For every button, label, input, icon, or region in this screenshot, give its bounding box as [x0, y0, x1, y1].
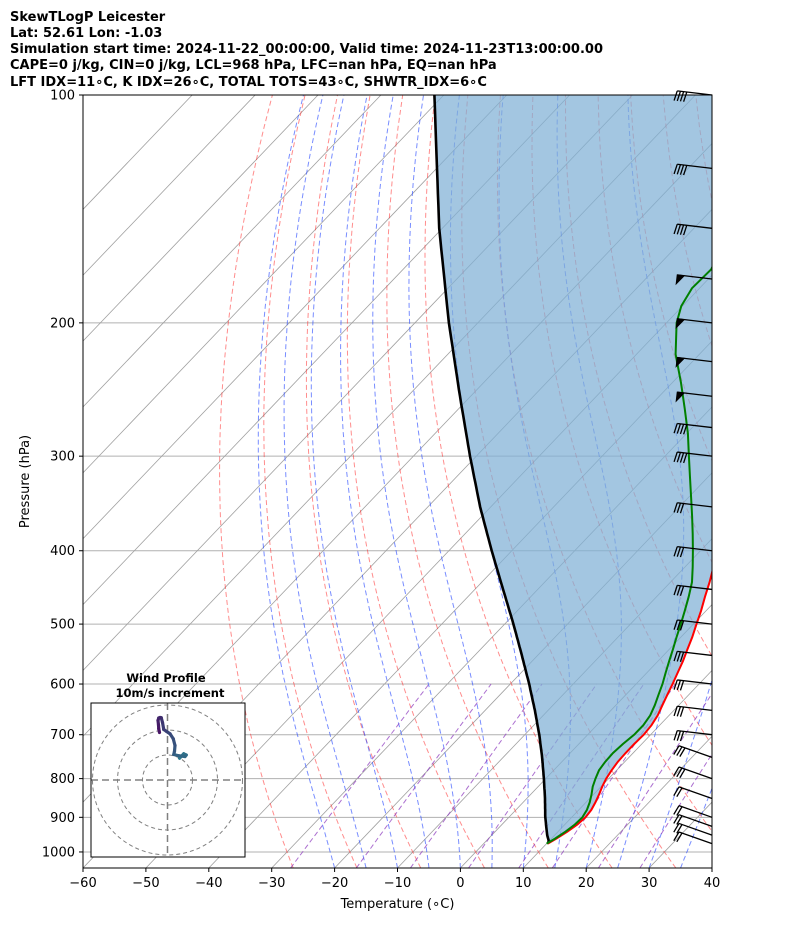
y-tick-label: 1000 — [42, 845, 75, 860]
moist-adiabat-line — [711, 866, 712, 868]
x-tick-label: −50 — [132, 876, 159, 891]
y-tick-label: 600 — [50, 678, 75, 693]
x-axis-label: Temperature (∘C) — [340, 897, 455, 912]
wind-barb — [673, 766, 713, 780]
cape-fill-area — [434, 95, 712, 844]
isotherm-line — [397, 538, 712, 868]
isotherm-line — [585, 735, 712, 868]
isotherm-line — [83, 95, 445, 474]
dry-adiabat-line — [219, 95, 294, 868]
isotherm-line — [523, 669, 712, 868]
wind-barb-column — [673, 90, 713, 845]
wind-barb — [673, 163, 713, 176]
x-tick-label: 0 — [456, 876, 464, 891]
hodograph-subtitle: 10m/s increment — [116, 686, 225, 700]
dry-adiabat-line — [346, 95, 485, 868]
dry-adiabat-line — [728, 95, 794, 868]
profile-layer — [433, 95, 712, 845]
dry-adiabat-line — [263, 95, 358, 868]
wind-barb — [673, 745, 713, 758]
wind-barb — [673, 584, 713, 597]
wind-barb — [673, 705, 713, 717]
hodograph-frame — [90, 702, 246, 858]
moist-adiabat-line — [372, 95, 461, 868]
x-tick-label: −10 — [384, 876, 411, 891]
dry-adiabat-line — [761, 95, 794, 868]
header-line-location: Lat: 52.61 Lon: -1.03 — [10, 26, 162, 41]
isotherm-line — [711, 867, 712, 868]
hodograph-inset: Wind Profile 10m/s increment — [90, 671, 246, 858]
y-tick-label: 900 — [50, 811, 75, 826]
x-tick-label: 10 — [515, 876, 532, 891]
hodograph-trace — [156, 715, 188, 760]
header-line-indices: LFT IDX=11∘C, K IDX=26∘C, TOTAL TOTS=43∘… — [10, 75, 487, 90]
hodograph-grid — [91, 703, 245, 857]
isotherm-line — [83, 95, 256, 276]
wind-barb — [673, 814, 713, 827]
mixing-ratio-line — [639, 753, 712, 868]
y-tick-label: 200 — [50, 316, 75, 331]
x-tick-label: −60 — [69, 876, 96, 891]
wind-barb — [673, 822, 713, 836]
y-tick-label: 500 — [50, 618, 75, 633]
isotherm-line — [83, 95, 382, 408]
x-tick-label: −40 — [195, 876, 222, 891]
figure-header: SkewTLogP Leicester Lat: 52.61 Lon: -1.0… — [10, 10, 603, 90]
moist-adiabat-line — [257, 95, 336, 868]
header-line-cape: CAPE=0 j/kg, CIN=0 j/kg, LCL=968 hPa, LF… — [10, 58, 497, 73]
x-axis-ticks: −60 −50 −40 −30 −20 −10 0 10 20 30 40 — [69, 868, 720, 891]
hodograph-title: Wind Profile — [126, 671, 206, 685]
mixing-ratio-line — [409, 683, 543, 868]
wind-barb — [673, 729, 713, 742]
wind-barb — [673, 223, 713, 236]
wind-barb — [673, 831, 713, 845]
wind-barb — [673, 90, 713, 102]
parcel-profile-line — [433, 95, 550, 845]
mixing-ratio-line — [355, 683, 492, 868]
moist-adiabat-line — [340, 95, 430, 868]
y-tick-label: 700 — [50, 728, 75, 743]
y-tick-label: 300 — [50, 450, 75, 465]
wind-barb — [673, 422, 713, 435]
mixing-ratio-line — [290, 683, 430, 868]
wind-barb — [673, 650, 713, 662]
moist-adiabat-line — [283, 95, 367, 868]
y-axis-ticks: 100 200 300 400 500 600 700 800 900 1000 — [42, 89, 83, 860]
y-tick-label: 400 — [50, 544, 75, 559]
wind-barb — [673, 502, 713, 514]
moist-adiabat-line — [648, 678, 712, 868]
y-tick-label: 100 — [50, 89, 75, 104]
isotherm-line — [83, 95, 508, 540]
cape-fill-layer — [434, 95, 712, 844]
dewpoint-profile-line — [546, 265, 712, 845]
x-tick-label: −20 — [321, 876, 348, 891]
wind-barb — [673, 679, 713, 691]
moist-adiabat-line — [408, 95, 493, 868]
x-tick-label: −30 — [258, 876, 285, 891]
moist-adiabat-line — [310, 95, 398, 868]
y-tick-label: 800 — [50, 772, 75, 787]
wind-barb — [673, 786, 713, 800]
x-tick-label: 30 — [641, 876, 658, 891]
wind-barb — [675, 318, 713, 330]
header-line-station: SkewTLogP Leicester — [10, 10, 166, 25]
wind-barb — [673, 619, 713, 631]
temperature-profile-line — [547, 568, 712, 845]
y-axis-label: Pressure (hPa) — [18, 435, 33, 528]
wind-barb — [675, 391, 713, 403]
hodograph-segment — [157, 727, 162, 735]
wind-barb — [675, 274, 713, 286]
x-tick-label: 40 — [704, 876, 721, 891]
isotherm-line — [83, 95, 319, 342]
dry-adiabat-line — [386, 95, 549, 868]
dry-adiabat-line — [424, 95, 613, 868]
wind-barb — [673, 451, 713, 464]
x-tick-label: 20 — [578, 876, 595, 891]
wind-barb — [673, 546, 713, 558]
wind-barb — [673, 805, 713, 818]
wind-barb — [675, 356, 713, 368]
header-line-time: Simulation start time: 2024-11-22_00:00:… — [10, 42, 603, 57]
